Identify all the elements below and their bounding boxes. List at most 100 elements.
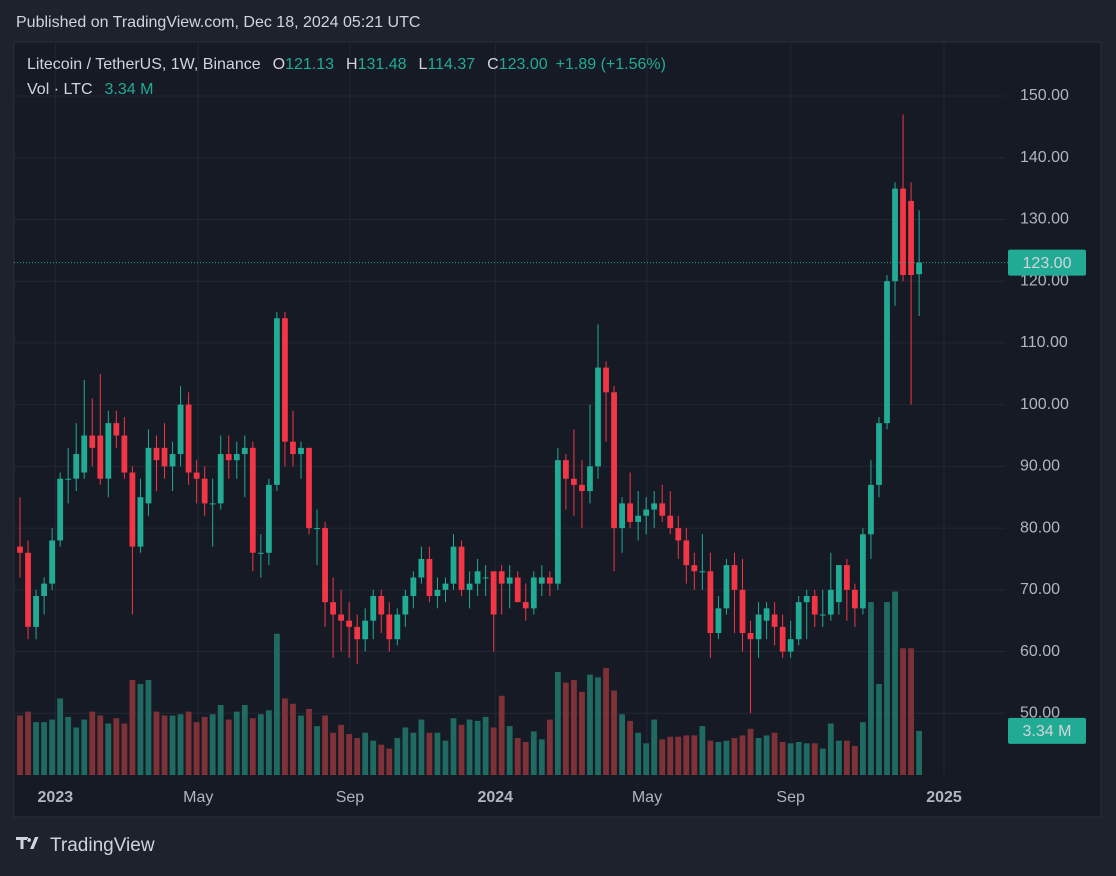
volume-bar	[105, 723, 112, 775]
candle-body	[426, 558, 433, 596]
volume-bar	[394, 738, 401, 775]
candle-body	[635, 515, 642, 522]
legend-key: O	[273, 56, 285, 73]
volume-bar	[835, 740, 842, 775]
volume-bar	[466, 719, 473, 775]
volume-bar	[643, 743, 650, 775]
candle-body	[571, 478, 577, 485]
volume-bar	[506, 726, 513, 775]
legend-title: Litecoin / TetherUS, 1W, Binance	[27, 56, 261, 73]
candle-body	[282, 318, 288, 442]
volume-bar	[731, 738, 738, 775]
candle-body	[466, 583, 473, 590]
candle-body	[884, 281, 890, 424]
candle-body	[876, 423, 882, 485]
volume-bar	[362, 732, 369, 775]
candle-body	[458, 546, 465, 590]
y-tick-label: 60.00	[1020, 643, 1060, 660]
volume-bar	[145, 679, 152, 775]
candle-body	[249, 447, 256, 553]
volume-bar	[755, 738, 762, 775]
x-tick-label: 2023	[38, 789, 74, 806]
volume-bar	[73, 727, 80, 775]
candle-body	[755, 614, 762, 640]
candle-body	[811, 595, 818, 615]
legend-key: H	[346, 56, 358, 73]
volume-bar	[699, 726, 706, 775]
candle-body	[322, 528, 328, 603]
logo-mark	[16, 837, 39, 849]
volume-bar	[619, 714, 625, 775]
candle-body	[731, 565, 738, 590]
volume-bar	[33, 722, 39, 775]
legend: Litecoin / TetherUS, 1W, Binance O121.13 H…	[27, 56, 666, 73]
volume-bar	[803, 743, 810, 775]
candle-body	[257, 552, 264, 554]
volume-bar	[571, 679, 577, 775]
candle-body	[121, 435, 128, 473]
volume-bar	[667, 736, 674, 775]
candle-body	[771, 614, 778, 627]
candle-body	[177, 404, 184, 455]
volume-bar	[723, 740, 730, 775]
volume-bar	[851, 745, 858, 775]
volume-bar	[659, 739, 666, 775]
volume-bar	[554, 672, 561, 775]
candle-body	[691, 565, 698, 572]
candle-body	[860, 534, 866, 609]
candle-body	[274, 318, 280, 485]
candle-body	[434, 589, 441, 596]
legend-value: 123.00	[499, 56, 548, 73]
x-tick-label: 2025	[926, 789, 962, 806]
candle-body	[386, 614, 393, 640]
volume-bar	[868, 602, 874, 775]
volume-bar	[787, 743, 794, 775]
candle-body	[522, 602, 529, 609]
candle-body	[346, 620, 353, 627]
volume-bar	[747, 728, 754, 775]
volume-bar	[819, 748, 826, 775]
legend-key: C	[487, 56, 499, 73]
y-tick-label: 90.00	[1020, 458, 1060, 475]
volume-bar	[137, 683, 144, 775]
volume-bar	[691, 735, 698, 775]
volume-bar	[185, 711, 192, 775]
candle-body	[908, 200, 914, 276]
legend-value: 121.13	[285, 56, 334, 73]
volume-bar	[490, 727, 497, 775]
volume-bar	[595, 677, 601, 775]
candle-body	[73, 454, 80, 479]
candle-body	[835, 565, 842, 603]
candle-body	[113, 423, 120, 436]
volume-legend-value: 3.34 M	[105, 81, 154, 98]
volume-bar	[707, 740, 714, 775]
volume-bar	[579, 691, 585, 775]
volume-bar	[265, 710, 272, 775]
volume-bar	[876, 683, 882, 775]
volume-bar	[771, 732, 778, 775]
candle-body	[803, 595, 810, 603]
candle-body	[868, 484, 874, 535]
candle-body	[410, 577, 417, 596]
candle-body	[161, 447, 168, 467]
candle-body	[378, 595, 385, 615]
volume-bar	[843, 740, 850, 775]
candle-body	[290, 441, 296, 455]
volume-bar	[860, 722, 866, 775]
candle-body	[627, 503, 634, 522]
candle-body	[81, 435, 88, 473]
volume-bar	[129, 679, 136, 775]
candle-body	[193, 472, 200, 479]
volume-bar	[17, 715, 23, 775]
volume-bar	[611, 690, 617, 775]
candle-body	[394, 614, 401, 640]
candle-body	[611, 392, 617, 529]
volume-bar	[241, 705, 248, 775]
candle-body	[603, 367, 609, 393]
candle-body	[530, 577, 537, 609]
volume-bar	[683, 735, 690, 775]
candle-body	[482, 577, 489, 579]
candle-body	[763, 608, 770, 621]
